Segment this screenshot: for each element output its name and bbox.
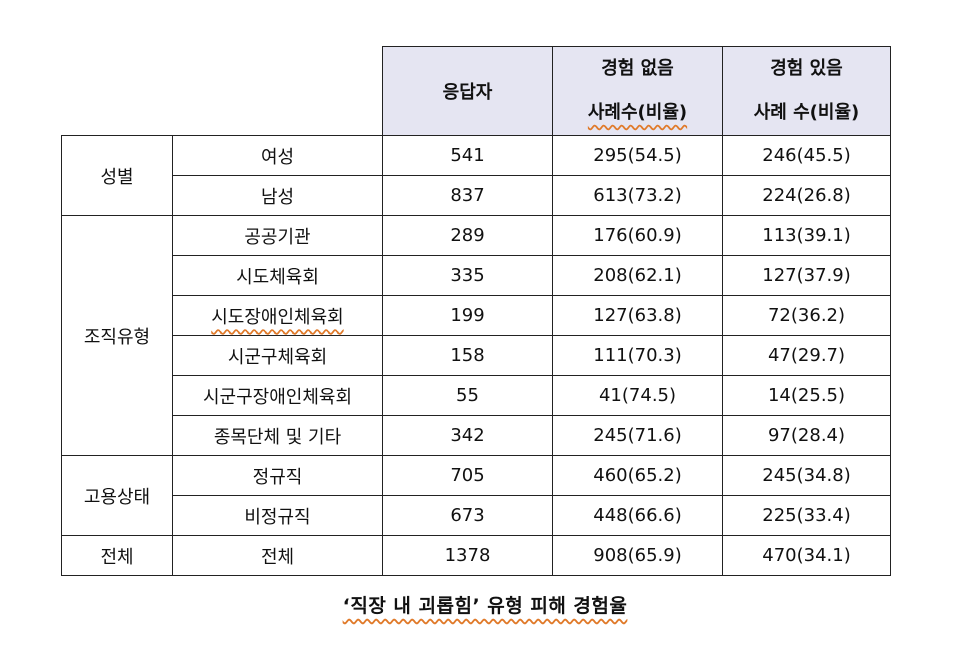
table-row: 남성 837 613(73.2) 224(26.8) (62, 175, 891, 216)
table-header-row: 응답자 경험 없음 사례수(비율) 경험 있음 사례 수(비율) (61, 46, 891, 136)
row-experience: 246(45.5) (722, 135, 891, 176)
table-row: 시도체육회 335 208(62.1) 127(37.9) (62, 255, 891, 296)
row-category: 공공기관 (172, 215, 383, 256)
row-category: 정규직 (172, 455, 383, 496)
table-row: 시도장애인체육회 199 127(63.8) 72(36.2) (62, 295, 891, 336)
row-no-experience: 448(66.6) (552, 495, 723, 536)
header-no-experience-line2: 사례수(비율) (587, 102, 688, 123)
table-row: 비정규직 673 448(66.6) 225(33.4) (62, 495, 891, 536)
row-no-experience: 295(54.5) (552, 135, 723, 176)
header-no-experience: 경험 없음 사례수(비율) (552, 46, 723, 136)
row-respondents: 55 (382, 375, 553, 416)
table-row: 성별 여성 541 295(54.5) 246(45.5) (61, 135, 891, 216)
table-row: 고용상태 정규직 705 460(65.2) 245(34.8) (61, 455, 891, 536)
row-experience: 14(25.5) (722, 375, 891, 416)
row-respondents: 342 (382, 415, 553, 456)
row-no-experience: 245(71.6) (552, 415, 723, 456)
group-label-employment-status: 고용상태 (61, 455, 173, 536)
row-no-experience: 208(62.1) (552, 255, 723, 296)
row-respondents: 837 (382, 175, 553, 216)
header-experience: 경험 있음 사례 수(비율) (722, 46, 891, 136)
row-no-experience: 176(60.9) (552, 215, 723, 256)
row-category: 종목단체 및 기타 (172, 415, 383, 456)
row-experience: 113(39.1) (722, 215, 891, 256)
row-category: 시도장애인체육회 (211, 306, 344, 328)
header-experience-line2: 사례 수(비율) (753, 102, 860, 123)
table-row: 시군구장애인체육회 55 41(74.5) 14(25.5) (62, 375, 891, 416)
row-category: 시군구장애인체육회 (172, 375, 383, 416)
row-category: 시군구체육회 (172, 335, 383, 376)
row-experience: 72(36.2) (722, 295, 891, 336)
table-caption-text: ‘직장 내 괴롭힘’ 유형 피해 경험율 (342, 595, 628, 617)
header-experience-line1: 경험 있음 (770, 58, 843, 79)
row-category: 시도체육회 (172, 255, 383, 296)
row-no-experience: 613(73.2) (552, 175, 723, 216)
row-experience: 470(34.1) (722, 535, 891, 576)
row-experience: 47(29.7) (722, 335, 891, 376)
row-respondents: 705 (382, 455, 553, 496)
row-category: 남성 (172, 175, 383, 216)
row-category: 비정규직 (172, 495, 383, 536)
row-experience: 127(37.9) (722, 255, 891, 296)
row-no-experience: 460(65.2) (552, 455, 723, 496)
header-respondents: 응답자 (382, 46, 553, 136)
row-category-cell: 시도장애인체육회 (172, 295, 383, 336)
row-experience: 97(28.4) (722, 415, 891, 456)
table-row: 종목단체 및 기타 342 245(71.6) 97(28.4) (62, 415, 891, 456)
header-no-experience-line1: 경험 없음 (601, 58, 674, 79)
row-no-experience: 111(70.3) (552, 335, 723, 376)
row-respondents: 335 (382, 255, 553, 296)
table-row: 시군구체육회 158 111(70.3) 47(29.7) (62, 335, 891, 376)
row-experience: 245(34.8) (722, 455, 891, 496)
row-respondents: 673 (382, 495, 553, 536)
row-category: 전체 (172, 535, 383, 576)
row-no-experience: 908(65.9) (552, 535, 723, 576)
group-label-gender: 성별 (61, 135, 173, 216)
row-experience: 224(26.8) (722, 175, 891, 216)
row-category: 여성 (172, 135, 383, 176)
header-blank-cell (61, 46, 383, 136)
row-respondents: 199 (382, 295, 553, 336)
row-no-experience: 41(74.5) (552, 375, 723, 416)
harassment-statistics-table: 응답자 경험 없음 사례수(비율) 경험 있음 사례 수(비율) 성별 여성 5… (61, 46, 891, 576)
row-no-experience: 127(63.8) (552, 295, 723, 336)
row-respondents: 1378 (382, 535, 553, 576)
row-experience: 225(33.4) (722, 495, 891, 536)
row-respondents: 158 (382, 335, 553, 376)
group-label-organization-type: 조직유형 (61, 215, 173, 456)
row-respondents: 541 (382, 135, 553, 176)
group-label-total: 전체 (61, 535, 173, 576)
table-caption: ‘직장 내 괴롭힘’ 유형 피해 경험율 (0, 591, 970, 618)
table-row: 전체 전체 1378 908(65.9) 470(34.1) (61, 535, 891, 576)
row-respondents: 289 (382, 215, 553, 256)
table-row: 조직유형 공공기관 289 176(60.9) 113(39.1) (61, 215, 891, 456)
